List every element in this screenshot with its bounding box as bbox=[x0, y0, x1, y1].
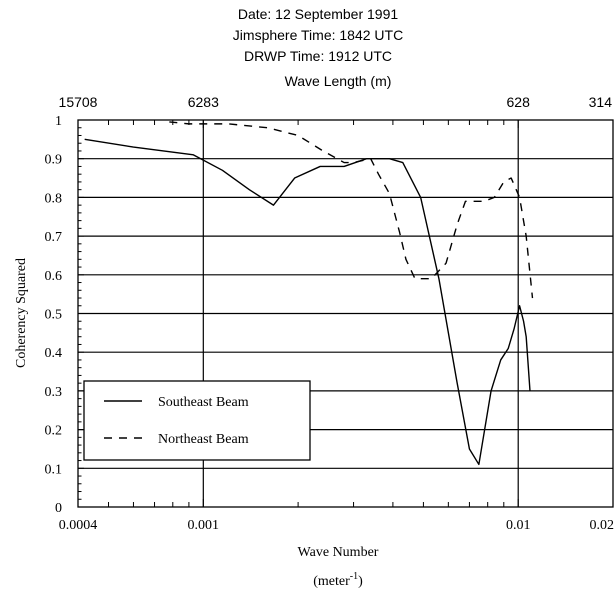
wavelength-tick-label: 15708 bbox=[59, 94, 98, 110]
y-tick-label: 0.3 bbox=[45, 385, 63, 400]
series-line-northeast bbox=[169, 121, 534, 299]
label-layer: 0 0.1 0.2 0.3 0.4 0.5 0.6 0.7 0.8 0.9 1 0.0004 0.001… bbox=[45, 94, 614, 533]
y-tick-label: 0.6 bbox=[45, 269, 63, 284]
x-tick-label: 0.02 bbox=[590, 518, 614, 533]
wavelength-tick-label: 314 bbox=[589, 94, 613, 110]
plot-frame bbox=[77, 119, 614, 508]
header-jimsphere-time: Jimsphere Time: 1842 UTC bbox=[233, 27, 403, 43]
series-line-southeast bbox=[84, 138, 531, 466]
y-tick-label: 0.9 bbox=[45, 153, 63, 168]
wavelength-tick-label: 628 bbox=[507, 94, 531, 110]
x-axis-title: Wave Number bbox=[298, 545, 379, 560]
x-axis-unit-exponent: -1 bbox=[350, 571, 358, 582]
y-tick-label: 0.4 bbox=[45, 346, 63, 361]
header-drwp-time: DRWP Time: 1912 UTC bbox=[244, 48, 392, 64]
wavelength-axis-title: Wave Length (m) bbox=[285, 73, 392, 89]
y-tick-label: 0.2 bbox=[45, 424, 63, 439]
x-axis-unit: (meter-1) bbox=[313, 571, 363, 589]
x-tick-label: 0.0004 bbox=[59, 518, 98, 533]
x-tick-label: 0.001 bbox=[188, 518, 220, 533]
legend-box bbox=[83, 380, 311, 461]
y-tick-label: 0.5 bbox=[45, 308, 63, 323]
x-axis-unit-base: (meter bbox=[313, 574, 350, 589]
y-tick-label: 0 bbox=[55, 501, 62, 516]
wavelength-tick-label: 6283 bbox=[188, 94, 219, 110]
y-tick-label: 0.7 bbox=[45, 230, 63, 245]
x-axis-unit-close: ) bbox=[358, 574, 363, 589]
legend-label-southeast: Southeast Beam bbox=[158, 395, 249, 410]
y-tick-label: 1 bbox=[55, 114, 62, 129]
y-tick-label: 0.8 bbox=[45, 191, 63, 206]
header-date: Date: 12 September 1991 bbox=[238, 6, 399, 22]
series-layer bbox=[84, 121, 534, 466]
legend-label-northeast: Northeast Beam bbox=[158, 432, 249, 447]
legend: Southeast Beam Northeast Beam bbox=[83, 380, 311, 461]
y-axis-title: Coherency Squared bbox=[14, 258, 29, 368]
x-tick-label: 0.01 bbox=[506, 518, 531, 533]
y-tick-label: 0.1 bbox=[45, 462, 63, 477]
